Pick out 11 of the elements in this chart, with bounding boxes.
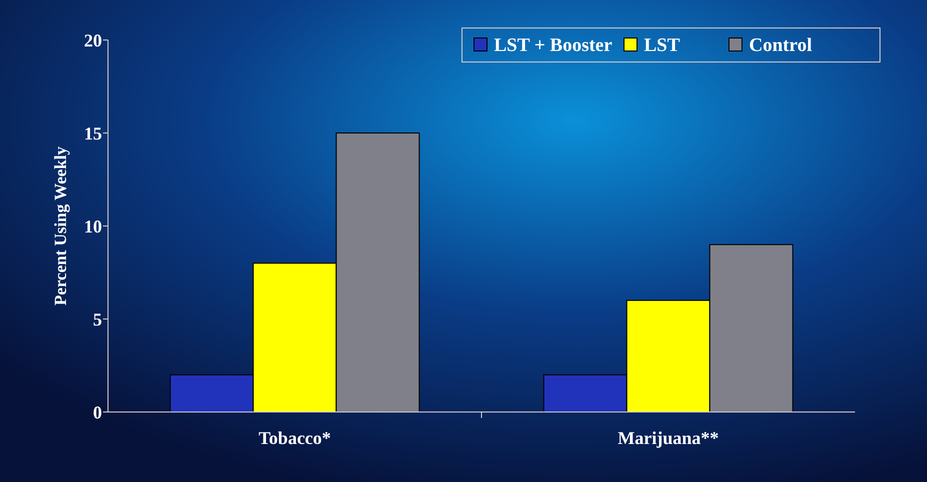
y-tick-label: 5 (93, 309, 102, 330)
y-tick-label: 15 (84, 123, 102, 144)
y-tick-label: 10 (84, 216, 102, 236)
legend-label: LST (644, 35, 680, 56)
y-axis-title: Percent Using Weekly (51, 146, 70, 306)
legend-label: LST + Booster (494, 35, 613, 56)
x-tick-label: Marijuana** (618, 428, 719, 448)
x-tick-label: Tobacco* (258, 428, 331, 448)
legend-label: Control (749, 35, 812, 56)
y-tick-label: 20 (84, 30, 102, 50)
y-tick-label: 0 (93, 402, 102, 422)
